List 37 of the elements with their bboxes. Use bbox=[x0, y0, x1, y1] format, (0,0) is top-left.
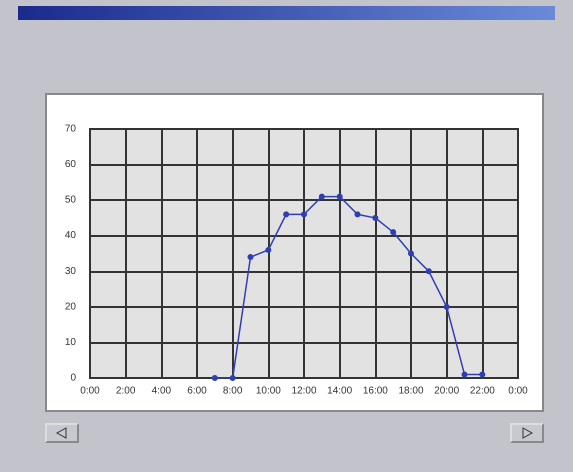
x-tick-label: 10:00 bbox=[256, 386, 282, 396]
y-tick-label: 10 bbox=[64, 336, 76, 348]
x-tick-label: 12:00 bbox=[291, 386, 317, 396]
point bbox=[230, 375, 236, 381]
y-tick-label: 30 bbox=[64, 266, 76, 277]
x-tick-label: 18:00 bbox=[398, 386, 424, 396]
x-tick-label: 4:00 bbox=[152, 386, 172, 396]
y-tick-label: 20 bbox=[64, 301, 76, 312]
point bbox=[265, 246, 272, 253]
point bbox=[212, 375, 218, 381]
y-tick-label: 50 bbox=[64, 194, 76, 206]
point bbox=[336, 194, 343, 200]
point bbox=[372, 214, 378, 221]
point bbox=[408, 250, 414, 256]
point bbox=[390, 229, 396, 236]
x-tick-label: 16:00 bbox=[362, 386, 388, 396]
point bbox=[354, 211, 360, 218]
y-tick-label: 70 bbox=[64, 124, 76, 134]
y-tick-label: 40 bbox=[64, 230, 76, 242]
y-tick-label: 0 bbox=[70, 372, 76, 384]
point bbox=[462, 371, 468, 378]
y-tick-label: 60 bbox=[64, 159, 76, 170]
x-tick-label: 20:00 bbox=[434, 386, 460, 396]
x-tick-label: 8:00 bbox=[222, 386, 243, 396]
point bbox=[301, 211, 307, 218]
x-tick-label: 14:00 bbox=[327, 386, 353, 396]
point bbox=[426, 268, 432, 274]
x-tick-label: 6:00 bbox=[187, 386, 208, 396]
x-tick-label: 0:00 bbox=[508, 386, 528, 396]
point bbox=[479, 371, 486, 378]
x-tick-label: 0:00 bbox=[80, 386, 100, 396]
point bbox=[318, 194, 325, 200]
x-tick-label: 22:00 bbox=[470, 386, 496, 396]
x-tick-label: 2:00 bbox=[116, 386, 136, 396]
point bbox=[248, 254, 254, 260]
point bbox=[444, 304, 450, 310]
point bbox=[283, 211, 290, 218]
